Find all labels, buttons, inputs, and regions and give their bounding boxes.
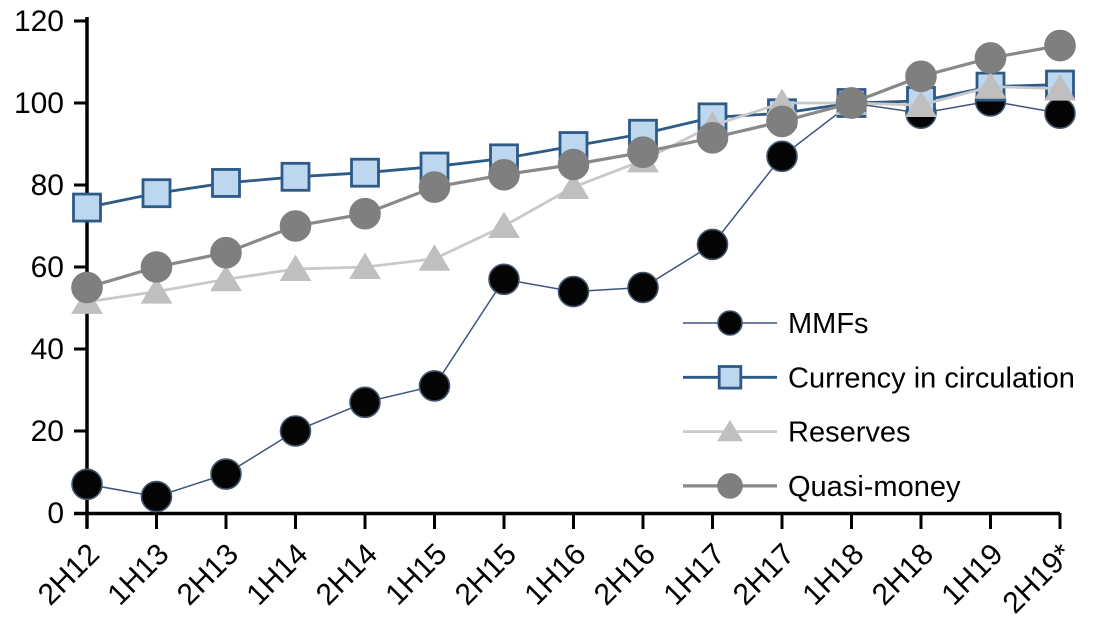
y-tick-label: 0 (47, 497, 64, 530)
marker-quasi-money-point-2H19* (1044, 29, 1076, 62)
x-tick-label: 2H16 (588, 538, 662, 612)
y-tick-label: 60 (31, 251, 64, 284)
marker-reserves-point-1H19 (974, 72, 1007, 99)
x-tick-label: 1H18 (796, 538, 870, 612)
x-tick-label: 1H13 (101, 538, 175, 612)
x-tick-label: 2H13 (171, 538, 245, 612)
marker-reserves-point-1H16 (557, 172, 590, 200)
x-tick-label: 2H15 (449, 538, 523, 612)
marker-quasi-money-point-1H16 (557, 148, 590, 181)
legend-label-reserves: Reserves (788, 417, 911, 449)
marker-mmfs-point-2H12 (71, 468, 103, 501)
marker-mmfs-point-2H19* (1044, 97, 1076, 130)
marker-legend-mmfs (717, 310, 743, 336)
marker-mmfs-point-1H14 (279, 415, 312, 447)
x-tick-label: 1H14 (240, 538, 314, 612)
marker-reserves-point-1H13 (140, 277, 173, 304)
marker-mmfs-point-1H15 (418, 370, 451, 402)
legend-label-mmfs: MMFs (788, 308, 869, 340)
marker-mmfs-point-2H17 (766, 140, 798, 173)
marker-quasi-money-point-2H12 (71, 271, 103, 304)
y-tick-label: 100 (14, 87, 64, 120)
marker-mmfs-point-1H17 (696, 228, 729, 261)
marker-mmfs-point-1H13 (140, 480, 173, 513)
marker-mmfs-point-2H14 (349, 386, 381, 419)
x-tick-label: 1H15 (379, 538, 453, 612)
marker-currency-in-circulation-point-1H14 (280, 161, 311, 192)
marker-currency-in-circulation-point-2H12 (72, 192, 102, 223)
marker-quasi-money-point-1H15 (418, 171, 451, 203)
legend-label-currency-in-circulation: Currency in circulation (788, 362, 1075, 394)
marker-mmfs-point-2H15 (488, 263, 520, 296)
marker-mmfs-point-1H16 (557, 275, 590, 308)
marker-reserves-point-2H15 (488, 211, 520, 238)
x-tick-label: 2H18 (866, 538, 940, 612)
marker-quasi-money-point-1H18 (835, 87, 868, 119)
marker-reserves-point-2H18 (905, 90, 937, 118)
marker-legend-reserves (717, 419, 743, 442)
marker-quasi-money-point-1H14 (279, 210, 312, 242)
marker-quasi-money-point-2H13 (210, 236, 242, 269)
marker-quasi-money-point-2H16 (627, 136, 659, 168)
marker-currency-in-circulation-point-2H14 (350, 157, 380, 188)
x-tick-label: 1H17 (657, 538, 731, 612)
marker-reserves-point-1H15 (418, 244, 451, 271)
marker-legend-currency-in-circulation (717, 365, 743, 390)
x-tick-label: 1H16 (518, 538, 592, 612)
marker-quasi-money-point-1H17 (696, 122, 729, 154)
marker-mmfs-point-2H16 (627, 271, 659, 304)
marker-quasi-money-point-2H15 (488, 158, 520, 191)
marker-currency-in-circulation-point-1H13 (141, 178, 172, 209)
marker-quasi-money-point-2H18 (905, 60, 937, 93)
marker-quasi-money-point-1H13 (140, 251, 173, 283)
marker-legend-quasi-money (717, 473, 743, 499)
x-tick-label: 2H12 (32, 538, 106, 612)
marker-reserves-point-2H14 (349, 252, 381, 279)
x-tick-label: 2H17 (727, 538, 801, 612)
x-tick-label: 2H19* (997, 537, 1080, 620)
marker-reserves-point-2H19* (1044, 74, 1076, 101)
legend-label-quasi-money: Quasi-money (788, 471, 961, 503)
x-tick-label: 2H14 (310, 538, 384, 612)
x-tick-label: 1H19 (935, 538, 1009, 612)
y-tick-label: 40 (31, 333, 64, 366)
marker-reserves-point-1H14 (279, 254, 312, 282)
marker-currency-in-circulation-point-2H13 (211, 168, 241, 198)
marker-quasi-money-point-1H19 (974, 42, 1007, 74)
marker-mmfs-point-2H13 (210, 458, 242, 490)
marker-quasi-money-point-2H14 (349, 197, 381, 230)
y-tick-label: 120 (14, 5, 64, 38)
marker-quasi-money-point-2H17 (766, 105, 798, 138)
marker-reserves-point-2H13 (210, 264, 242, 292)
y-tick-label: 20 (31, 415, 64, 448)
y-tick-label: 80 (31, 169, 64, 202)
